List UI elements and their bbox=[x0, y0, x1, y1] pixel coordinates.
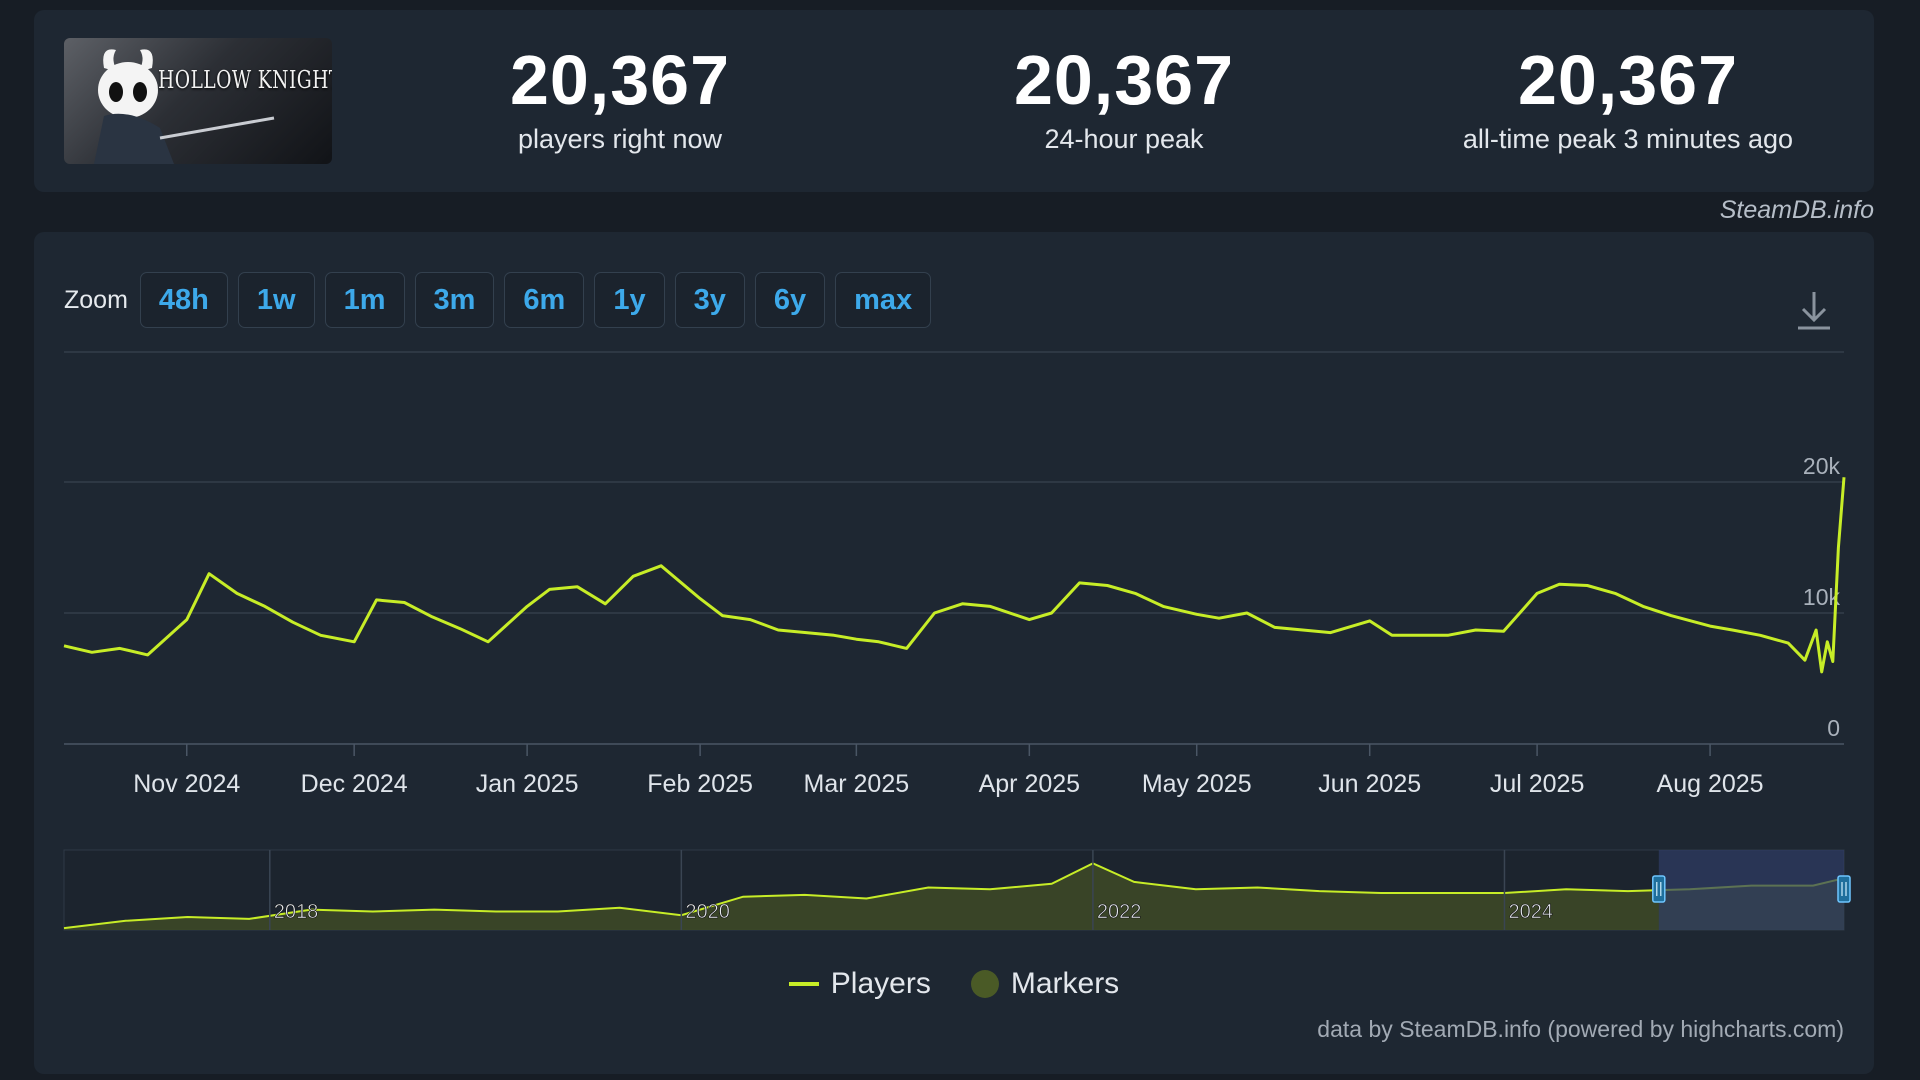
chart-card: Zoom 48h 1w 1m 3m 6m 1y 3y 6y max Nov 20… bbox=[34, 232, 1874, 1074]
zoom-max-button[interactable]: max bbox=[835, 272, 932, 328]
download-icon[interactable] bbox=[1794, 288, 1834, 332]
x-tick-label: Nov 2024 bbox=[133, 770, 240, 798]
steamdb-brand-link[interactable]: SteamDB.info bbox=[1719, 196, 1874, 224]
y-tick-label: 20k bbox=[1803, 453, 1841, 479]
x-tick-label: May 2025 bbox=[1142, 770, 1252, 798]
player-count-chart: Nov 2024 Dec 2024 Jan 2025 Feb 2025 Mar 2025… bbox=[63, 351, 1851, 931]
stat-label: all-time peak 3 minutes ago bbox=[1462, 124, 1794, 154]
zoom-3m-button[interactable]: 3m bbox=[414, 272, 495, 328]
zoom-6y-button[interactable]: 6y bbox=[754, 272, 826, 328]
navigator-year-label: 2018 bbox=[274, 901, 319, 923]
x-tick-label: Aug 2025 bbox=[1657, 770, 1764, 798]
navigator-handles[interactable] bbox=[1652, 875, 1851, 903]
x-tick-label: Mar 2025 bbox=[804, 770, 910, 798]
x-tick-label: Jan 2025 bbox=[476, 770, 579, 798]
x-tick-label: Feb 2025 bbox=[647, 770, 753, 798]
stat-value: 20,367 bbox=[1517, 41, 1739, 119]
navigator-selection[interactable] bbox=[1658, 850, 1844, 930]
zoom-3y-button[interactable]: 3y bbox=[674, 272, 745, 328]
navigator-year-label: 2024 bbox=[1508, 901, 1553, 923]
zoom-6m-button[interactable]: 6m bbox=[504, 272, 585, 328]
navigator-right-handle[interactable] bbox=[1837, 875, 1851, 903]
legend-line-swatch bbox=[788, 982, 819, 986]
legend-item-markers[interactable]: Markers bbox=[970, 967, 1120, 1001]
zoom-48h-button[interactable]: 48h bbox=[139, 272, 228, 328]
navigator-year-labels: 2018 2020 2022 2024 bbox=[269, 850, 1553, 930]
stat-24h-peak: 20,367 24-hour peak bbox=[864, 40, 1384, 155]
game-thumbnail[interactable]: HOLLOW KNIGHT bbox=[64, 38, 332, 164]
legend-item-players[interactable]: Players bbox=[788, 967, 931, 1001]
legend: Players Markers bbox=[34, 964, 1874, 1004]
zoom-bar: Zoom 48h 1w 1m 3m 6m 1y 3y 6y max bbox=[64, 272, 941, 328]
navigator-left-handle[interactable] bbox=[1652, 875, 1666, 903]
zoom-1m-button[interactable]: 1m bbox=[324, 272, 405, 328]
stat-label: players right now bbox=[517, 124, 723, 154]
y-tick-label: 0 bbox=[1827, 715, 1840, 741]
navigator-area bbox=[64, 863, 1844, 930]
x-tick-label: Apr 2025 bbox=[979, 770, 1080, 798]
players-series-line bbox=[63, 477, 1846, 674]
zoom-1w-button[interactable]: 1w bbox=[237, 272, 315, 328]
stat-current-players: 20,367 players right now bbox=[360, 40, 880, 155]
legend-dot-swatch bbox=[970, 970, 999, 998]
navigator[interactable]: 2018 2020 2022 2024 bbox=[63, 849, 1851, 931]
x-axis: Nov 2024 Dec 2024 Jan 2025 Feb 2025 Mar 2025… bbox=[133, 744, 1764, 798]
game-title: HOLLOW KNIGHT bbox=[158, 66, 332, 94]
stat-value: 20,367 bbox=[509, 41, 731, 119]
legend-label: Players bbox=[830, 967, 931, 1000]
zoom-label: Zoom bbox=[64, 285, 128, 314]
chart-credit[interactable]: data by SteamDB.info (powered by highcha… bbox=[1317, 1016, 1844, 1042]
stats-card: HOLLOW KNIGHT 20,367 players right now 2… bbox=[34, 10, 1874, 192]
navigator-year-label: 2020 bbox=[685, 901, 730, 923]
navigator-year-label: 2022 bbox=[1097, 901, 1142, 923]
x-tick-label: Dec 2024 bbox=[301, 770, 408, 798]
stat-label: 24-hour peak bbox=[1044, 124, 1204, 154]
stat-value: 20,367 bbox=[1013, 41, 1235, 119]
legend-label: Markers bbox=[1010, 967, 1120, 1000]
knight-icon bbox=[94, 49, 275, 164]
grid-lines bbox=[64, 481, 1844, 745]
stat-all-time-peak: 20,367 all-time peak 3 minutes ago bbox=[1368, 40, 1888, 155]
zoom-1y-button[interactable]: 1y bbox=[594, 272, 665, 328]
x-tick-label: Jul 2025 bbox=[1490, 770, 1585, 798]
navigator-line bbox=[63, 862, 1845, 930]
x-tick-label: Jun 2025 bbox=[1318, 770, 1421, 798]
